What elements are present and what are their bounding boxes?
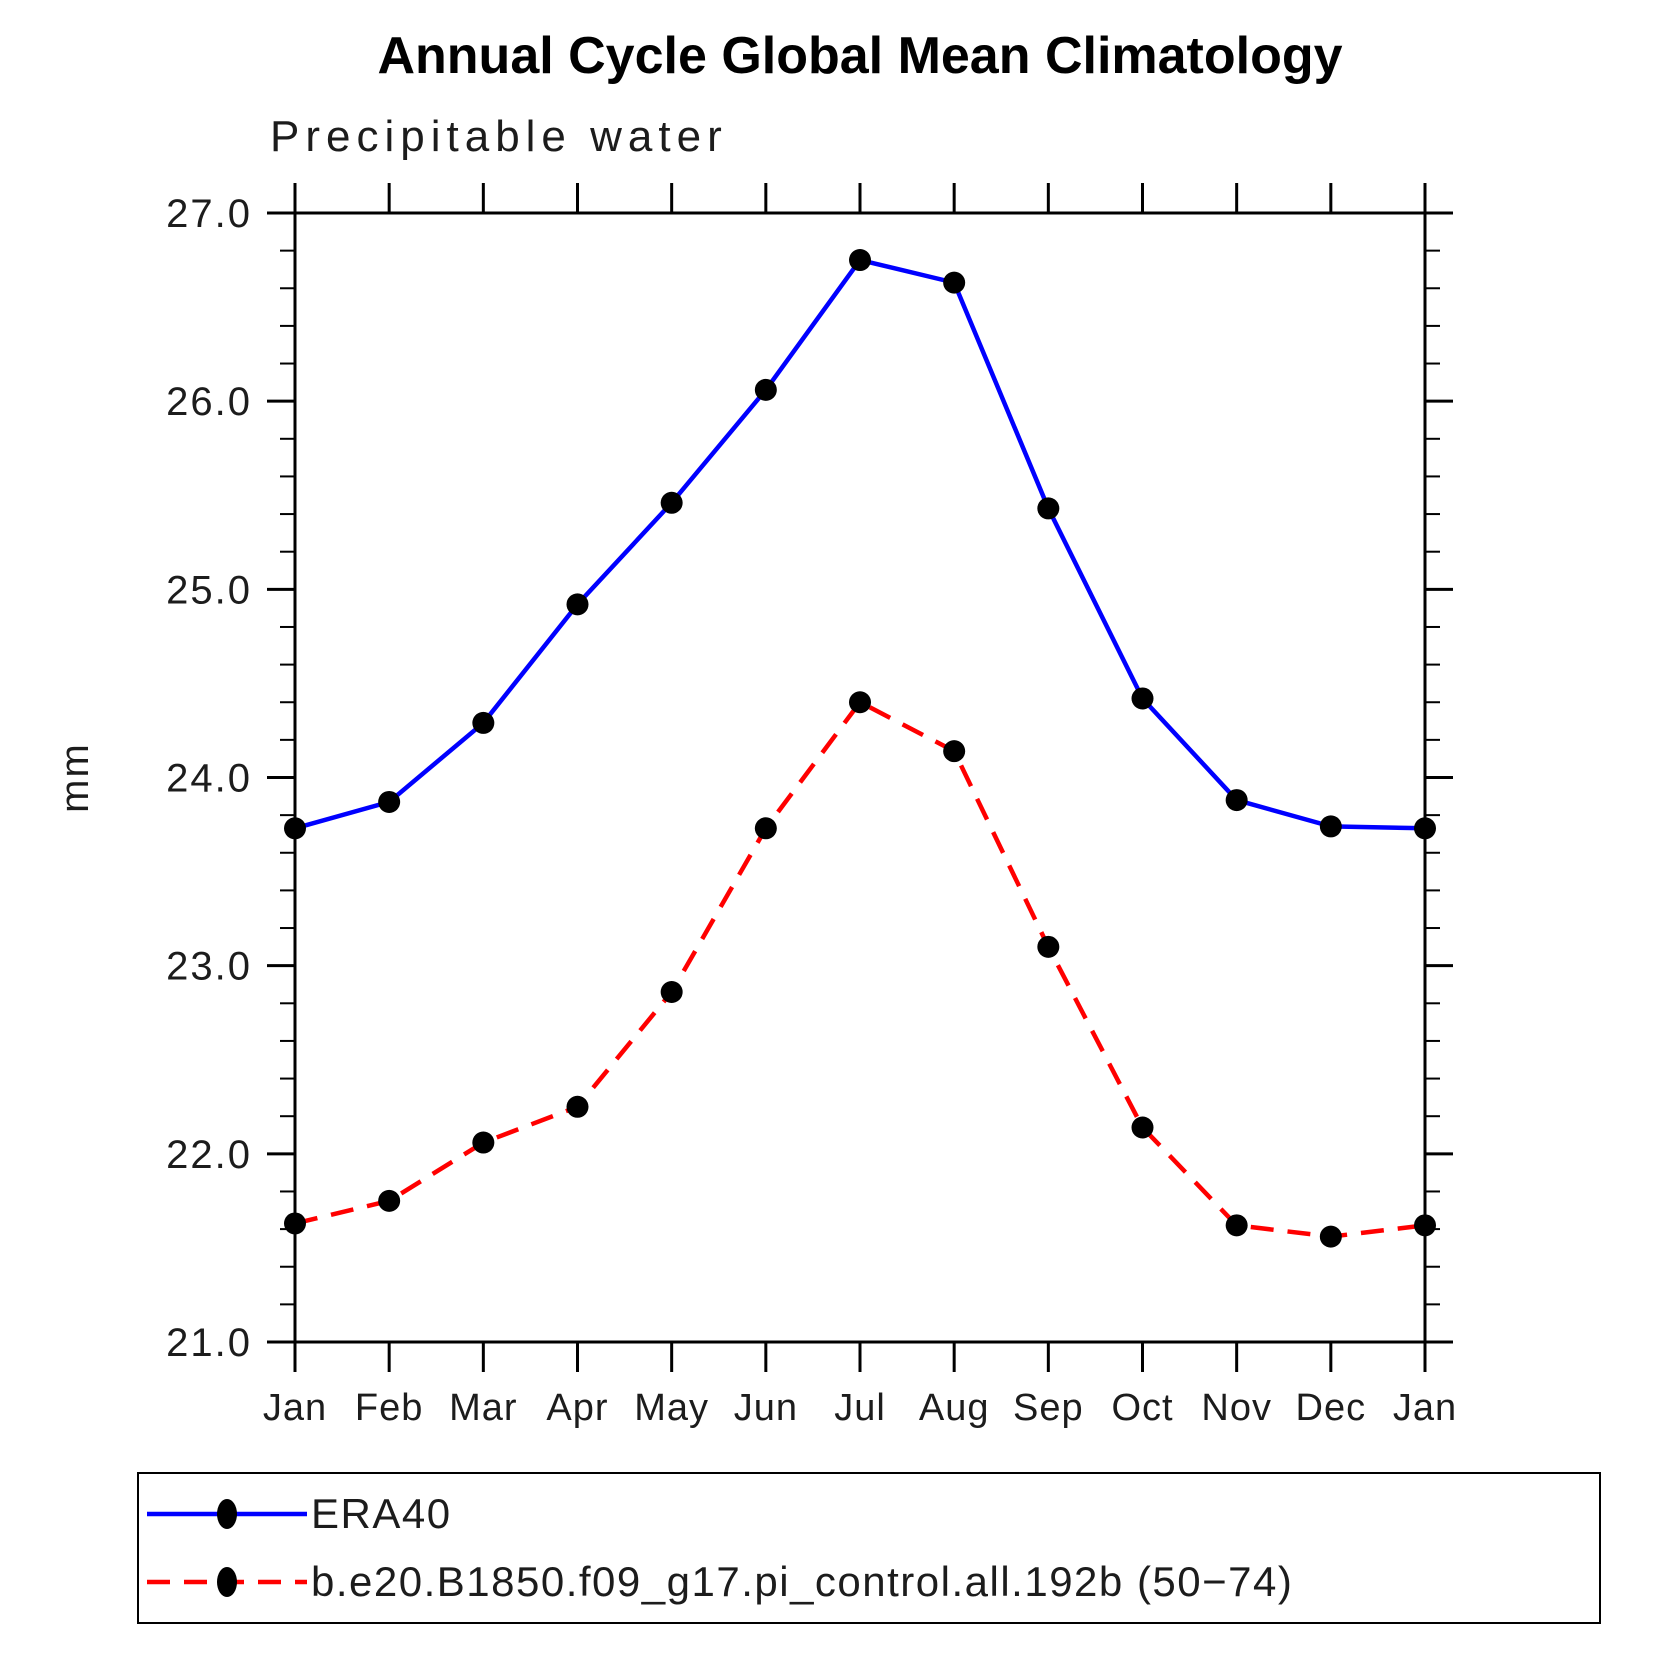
x-tick-label: Jan bbox=[1393, 1387, 1457, 1429]
legend-row-model: b.e20.B1850.f09_g17.pi_control.all.192b … bbox=[147, 1548, 1599, 1616]
data-point-marker bbox=[566, 593, 589, 616]
series-line-1 bbox=[294, 699, 1426, 1239]
data-point-marker bbox=[472, 1131, 495, 1154]
chart-title: Annual Cycle Global Mean Climatology bbox=[377, 27, 1343, 85]
data-point-marker bbox=[566, 1095, 589, 1118]
x-tick-label: Sep bbox=[1013, 1387, 1084, 1429]
legend-box: ERA40 b.e20.B1850.f09_g17.pi_control.all… bbox=[137, 1472, 1601, 1624]
data-point-marker bbox=[1414, 817, 1436, 840]
data-point-marker bbox=[660, 981, 683, 1004]
legend-row-era40: ERA40 bbox=[147, 1480, 1599, 1548]
y-tick-label: 23.0 bbox=[166, 945, 252, 989]
data-point-marker bbox=[1037, 935, 1060, 958]
x-tick-label: Jun bbox=[734, 1387, 798, 1429]
legend-marker bbox=[217, 1567, 237, 1597]
plot-frame bbox=[293, 211, 1427, 1344]
data-point-marker bbox=[378, 1189, 401, 1212]
data-point-marker bbox=[754, 817, 777, 840]
x-tick-label: Apr bbox=[546, 1387, 608, 1429]
x-tick-label: Dec bbox=[1296, 1387, 1367, 1429]
era40-line-sample bbox=[147, 1499, 307, 1529]
y-tick-label: 27.0 bbox=[166, 192, 252, 236]
data-point-marker bbox=[1225, 1214, 1248, 1237]
y-tick-label: 21.0 bbox=[166, 1321, 252, 1365]
data-point-marker bbox=[849, 691, 871, 714]
legend-label-era40: ERA40 bbox=[311, 1490, 452, 1537]
data-point-marker bbox=[943, 740, 966, 763]
data-point-marker bbox=[1225, 789, 1248, 812]
data-point-marker bbox=[1131, 687, 1154, 710]
data-point-marker bbox=[1319, 1225, 1342, 1248]
plot-area: 21.0 22.0 23.0 24.0 25.0 26.0 27.0 Jan Feb Mar Apr… bbox=[53, 183, 1457, 1429]
data-point-marker bbox=[660, 491, 683, 514]
data-point-marker bbox=[849, 249, 871, 272]
y-tick-label: 26.0 bbox=[166, 380, 252, 424]
y-tick-label: 25.0 bbox=[166, 568, 252, 612]
model-line-sample bbox=[147, 1567, 307, 1597]
x-tick-label: May bbox=[634, 1387, 709, 1429]
x-tick-label: Oct bbox=[1111, 1387, 1173, 1429]
x-tick-label: Feb bbox=[355, 1387, 423, 1429]
data-point-marker bbox=[284, 1212, 306, 1235]
y-axis-label: mm bbox=[53, 742, 97, 813]
x-tick-label: Aug bbox=[919, 1387, 990, 1429]
x-tick-label: Jan bbox=[263, 1387, 327, 1429]
data-point-marker bbox=[1414, 1214, 1436, 1237]
x-tick-label: Jul bbox=[834, 1387, 886, 1429]
data-point-marker bbox=[472, 711, 495, 734]
y-tick-label: 24.0 bbox=[166, 757, 252, 801]
data-point-marker bbox=[1037, 497, 1060, 520]
x-tick-label: Nov bbox=[1201, 1387, 1272, 1429]
legend-label-model: b.e20.B1850.f09_g17.pi_control.all.192b … bbox=[311, 1558, 1294, 1605]
x-tick-label: Mar bbox=[449, 1387, 517, 1429]
legend-marker bbox=[217, 1499, 237, 1529]
data-point-marker bbox=[1131, 1116, 1154, 1139]
data-point-marker bbox=[943, 271, 966, 294]
y-tick-label: 22.0 bbox=[166, 1133, 252, 1177]
data-point-marker bbox=[378, 790, 401, 813]
data-point-marker bbox=[754, 378, 777, 401]
data-point-marker bbox=[1319, 815, 1342, 838]
chart-subtitle: Precipitable water bbox=[270, 112, 728, 161]
series-line-0 bbox=[294, 257, 1426, 831]
data-point-marker bbox=[284, 817, 306, 840]
